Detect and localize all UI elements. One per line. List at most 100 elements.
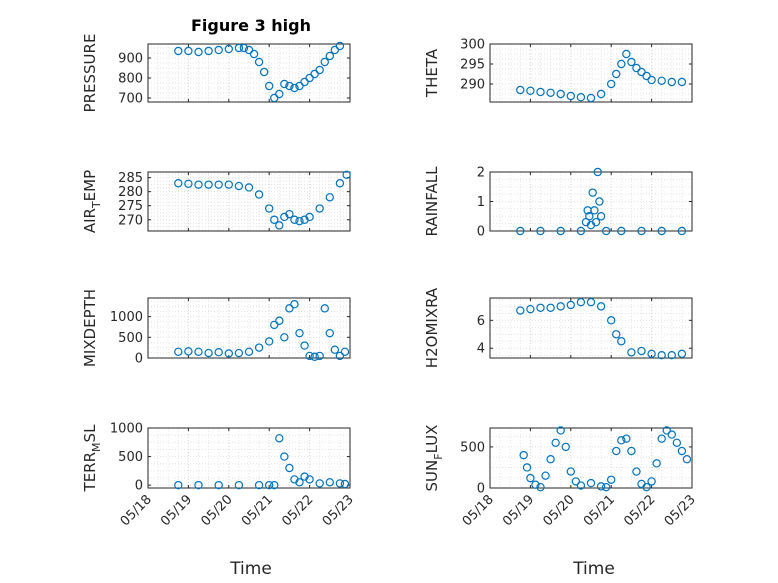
data-point (340, 479, 350, 489)
data-point (239, 43, 249, 53)
data-point (280, 79, 289, 89)
data-point (315, 204, 324, 213)
data-point (596, 302, 606, 311)
x-axis-label-left: Time (229, 559, 272, 579)
data-point (622, 49, 631, 59)
x-tick-label: 05/18 (460, 492, 497, 529)
y-axis-label: MIXDEPTH (81, 289, 99, 367)
y-tick-label: 275 (118, 199, 143, 214)
x-tick-label: 05/23 (320, 492, 357, 529)
y-tick-label: 0 (477, 482, 485, 497)
data-point (270, 93, 279, 103)
data-point (194, 47, 203, 57)
x-tick-label: 05/22 (279, 492, 316, 529)
data-point (617, 226, 626, 236)
subplot-1: 700 800 900 PRESSURE (81, 34, 351, 112)
axes-box (147, 171, 351, 232)
data-point (335, 179, 345, 188)
data-point (647, 75, 656, 85)
data-point (677, 77, 687, 87)
data-point (588, 188, 597, 197)
x-tick-label: 05/20 (541, 492, 578, 529)
data-point (204, 180, 213, 189)
data-point (254, 480, 264, 490)
data-point (662, 426, 671, 435)
data-point (546, 455, 555, 464)
data-point (330, 345, 340, 354)
data-point (204, 46, 213, 56)
y-tick-label: 6 (477, 314, 485, 329)
data-point (637, 226, 646, 236)
data-point (325, 51, 334, 61)
y-tick-label: 700 (118, 92, 143, 107)
data-point (667, 430, 677, 439)
x-tick-label: 05/19 (500, 492, 537, 529)
data-point (593, 167, 602, 177)
data-point (682, 455, 692, 464)
subplot-6: 4 6 H2OMIXRA (423, 287, 693, 368)
data-point (657, 76, 666, 86)
data-point (667, 77, 677, 87)
data-point (174, 480, 183, 490)
data-point (642, 71, 651, 81)
data-point (315, 351, 324, 361)
data-point (254, 343, 264, 352)
y-tick-label: 280 (118, 185, 143, 200)
data-point (174, 347, 183, 356)
data-point (596, 89, 606, 99)
y-tick-label: 0 (135, 352, 143, 367)
data-point (516, 85, 525, 95)
subplot-8: 0 500 05/18 05/19 05/20 05/21 05/22 05/23 SUNFLU… (423, 425, 699, 530)
data-point (526, 304, 535, 314)
data-point (566, 91, 576, 101)
data-point (536, 482, 545, 492)
data-point (194, 480, 203, 490)
data-point (285, 304, 294, 313)
data-point (275, 89, 284, 99)
data-point (174, 179, 183, 188)
x-tick-label: 05/20 (199, 492, 236, 529)
data-point (531, 480, 540, 489)
y-axis-label: TERRMSL (81, 424, 103, 493)
data-point (667, 351, 677, 360)
data-point (526, 473, 535, 483)
data-point (576, 297, 586, 307)
data-point (295, 81, 304, 91)
data-point (556, 89, 565, 99)
data-point (576, 481, 586, 490)
data-point (642, 482, 651, 492)
y-axis-label: SUNFLUX (423, 425, 445, 492)
data-point (637, 346, 646, 356)
y-tick-label: 295 (460, 58, 485, 73)
y-tick-label: 270 (118, 213, 143, 228)
data-point (617, 337, 626, 346)
data-point (526, 86, 535, 96)
data-point (596, 212, 606, 221)
data-point (285, 81, 294, 91)
y-tick-label: 290 (460, 78, 485, 93)
data-point (601, 226, 611, 236)
data-point (576, 226, 586, 236)
data-point (224, 349, 233, 358)
data-point (657, 434, 666, 443)
data-point (622, 434, 631, 443)
y-tick-label: 500 (118, 331, 143, 346)
data-point (270, 215, 279, 224)
data-point (280, 452, 289, 461)
data-point (305, 475, 314, 484)
data-point (637, 67, 646, 77)
data-point (595, 197, 604, 206)
data-point (561, 442, 570, 452)
data-point (551, 438, 560, 447)
data-point (556, 426, 565, 435)
data-point (612, 330, 621, 339)
y-tick-label: 0 (477, 225, 485, 240)
data-point (335, 351, 345, 361)
data-point (184, 179, 193, 188)
data-point (601, 482, 611, 492)
data-point (607, 475, 616, 484)
data-point (522, 463, 532, 472)
data-point (270, 480, 279, 490)
data-point (265, 81, 274, 91)
